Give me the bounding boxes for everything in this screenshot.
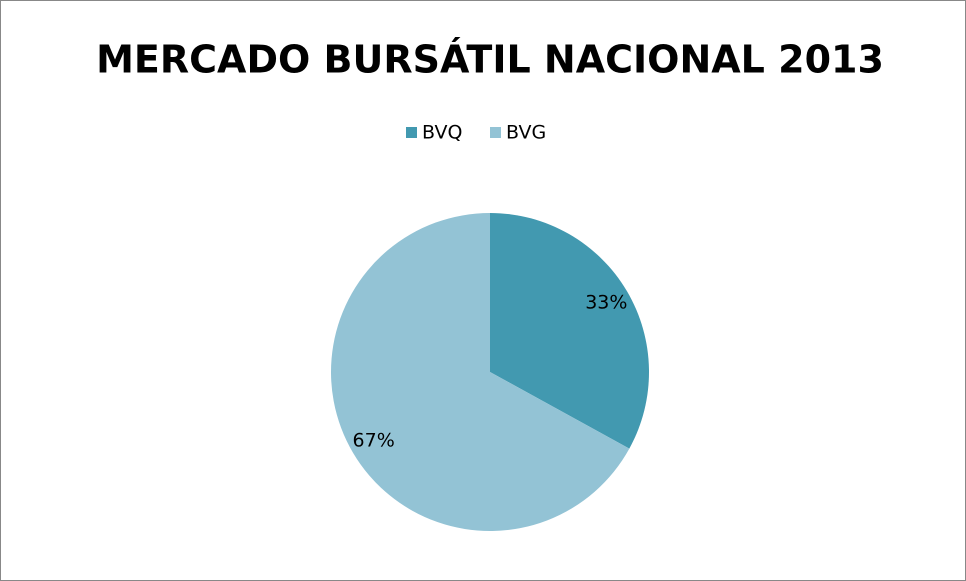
data-label: 67% [353, 429, 395, 451]
legend-swatch [406, 127, 417, 138]
legend-swatch [490, 127, 501, 138]
data-label: 33% [585, 292, 627, 314]
legend-label: BVQ [422, 122, 462, 144]
pie-slice [331, 213, 630, 531]
pie-slice [490, 213, 650, 449]
legend-label: BVG [506, 122, 546, 144]
chart-title: MERCADO BURSÁTIL NACIONAL 2013 [96, 38, 884, 82]
